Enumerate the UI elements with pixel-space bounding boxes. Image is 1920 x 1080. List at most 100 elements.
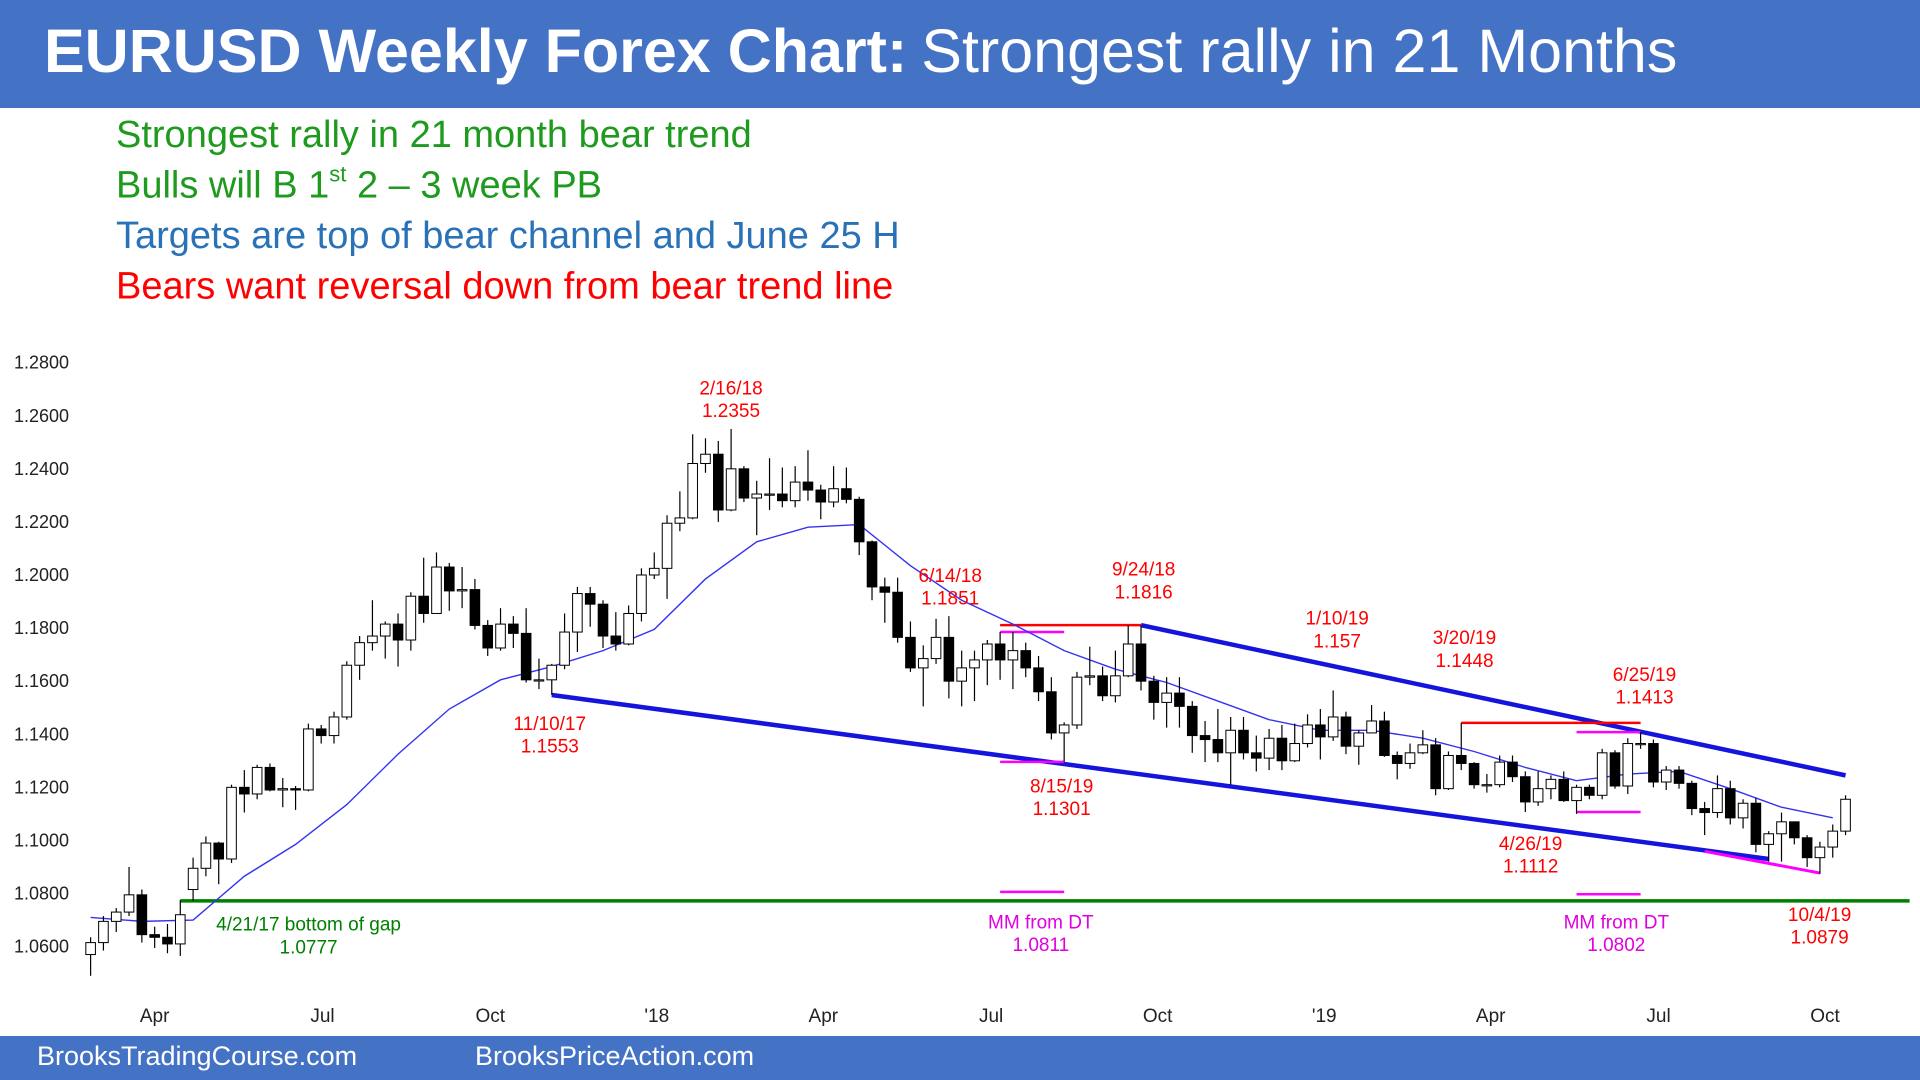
reference-line: [551, 692, 1769, 862]
candle-body: [1455, 754, 1467, 764]
candle-body: [1814, 846, 1826, 859]
candle-body: [174, 914, 186, 945]
candle-body: [661, 522, 673, 569]
candle-body: [1404, 752, 1416, 764]
candle-body: [802, 481, 814, 491]
candle-body: [239, 786, 250, 795]
candle-body: [1046, 691, 1057, 734]
title-rest: Strongest rally in 21 Months: [921, 17, 1677, 85]
candle-body: [905, 636, 916, 669]
footer-band: [0, 1036, 1920, 1080]
candle-body: [982, 643, 993, 661]
candle-body: [1507, 761, 1518, 778]
candle-body: [341, 664, 353, 718]
candle-body: [892, 591, 903, 638]
candle-body: [315, 728, 327, 737]
candle-body: [1084, 675, 1096, 678]
x-tick-label: Oct: [476, 1006, 506, 1027]
candle-body: [1379, 720, 1390, 756]
candle-body: [1750, 802, 1762, 845]
annotation-price: 1.2355: [702, 401, 760, 422]
candle-body: [1584, 786, 1595, 796]
candle-body: [1660, 769, 1672, 783]
annotation-price: 1.0802: [1587, 935, 1645, 956]
x-tick-label: Apr: [1476, 1006, 1506, 1027]
annotation-price: 1.1112: [1503, 857, 1558, 878]
annotation-price: 1.1553: [521, 737, 579, 758]
candle-body: [264, 766, 276, 791]
annotation-label: 4/26/19: [1499, 834, 1562, 855]
x-tick-label: Jul: [979, 1006, 1003, 1027]
candle-body: [1596, 752, 1608, 796]
y-tick-label: 1.2800: [14, 353, 69, 373]
y-tick-label: 1.2000: [14, 565, 69, 585]
note-part: Bears want reversal down from bear trend…: [116, 266, 893, 308]
candle-body: [828, 488, 839, 503]
annotation-label: 8/15/19: [1030, 776, 1093, 797]
candle-body: [1789, 821, 1800, 839]
x-tick-label: '18: [644, 1006, 669, 1027]
candle-body: [1840, 798, 1851, 832]
candle-body: [969, 659, 980, 669]
x-tick-label: '19: [1312, 1006, 1337, 1027]
candle-body: [648, 567, 660, 576]
candle-body: [1007, 650, 1019, 661]
x-tick-label: Apr: [140, 1006, 170, 1027]
candle-body: [85, 942, 96, 956]
candle-body: [1315, 724, 1326, 738]
candle-body: [559, 631, 570, 666]
candle-body: [1763, 833, 1774, 845]
candle-body: [1827, 830, 1839, 848]
candle-body: [1135, 643, 1147, 682]
candle-body: [418, 595, 429, 614]
candle-body: [1430, 744, 1441, 790]
candle-body: [1571, 786, 1582, 802]
annotation-label: 9/24/18: [1112, 560, 1175, 581]
candle-body: [508, 623, 519, 634]
candle-body: [251, 766, 263, 795]
candle-body: [674, 517, 686, 524]
candle-body: [456, 589, 468, 592]
candle-body: [1251, 752, 1262, 759]
candle-body: [200, 842, 212, 869]
candle-body: [815, 489, 827, 503]
x-tick-label: Apr: [809, 1006, 839, 1027]
candle-body: [943, 636, 955, 682]
candle-body: [1366, 720, 1377, 734]
candle-body: [1558, 778, 1570, 802]
candle-body: [405, 595, 417, 641]
annotation-label: 3/20/19: [1433, 628, 1496, 649]
candle-body: [520, 632, 532, 681]
x-tick-label: Jul: [1646, 1006, 1670, 1027]
candle-body: [443, 566, 455, 592]
candle-body: [98, 920, 109, 944]
candle-body: [917, 658, 929, 669]
y-tick-label: 1.0600: [14, 937, 69, 957]
candle-body: [1097, 675, 1108, 697]
reference-line: [1140, 622, 1847, 778]
candle-body: [1635, 743, 1646, 746]
candle-body: [495, 623, 506, 649]
candle-body: [1468, 762, 1480, 786]
y-tick-label: 1.0800: [14, 884, 69, 904]
reference-line: [1704, 849, 1821, 875]
y-tick-label: 1.2200: [14, 512, 69, 532]
candle-body: [956, 667, 967, 682]
annotation-label: 10/4/19: [1788, 905, 1851, 926]
note-part: 2 – 3 week PB: [346, 165, 602, 207]
candle-body: [1263, 737, 1275, 759]
candle-body: [700, 453, 711, 465]
annotation-label: 6/25/19: [1613, 665, 1676, 686]
candle-body: [1199, 735, 1211, 741]
candle-body: [764, 493, 775, 496]
candle-body: [226, 786, 237, 860]
note-superscript: st: [329, 161, 346, 186]
note: Strongest rally in 21 month bear trend: [116, 114, 752, 156]
candle-body: [1417, 744, 1429, 754]
candle-body: [572, 593, 583, 633]
annotation-label: 1/10/19: [1305, 609, 1368, 630]
moving-average: [90, 523, 1833, 923]
annotation-price: 1.0777: [280, 937, 338, 958]
y-tick-label: 1.2600: [14, 406, 69, 426]
